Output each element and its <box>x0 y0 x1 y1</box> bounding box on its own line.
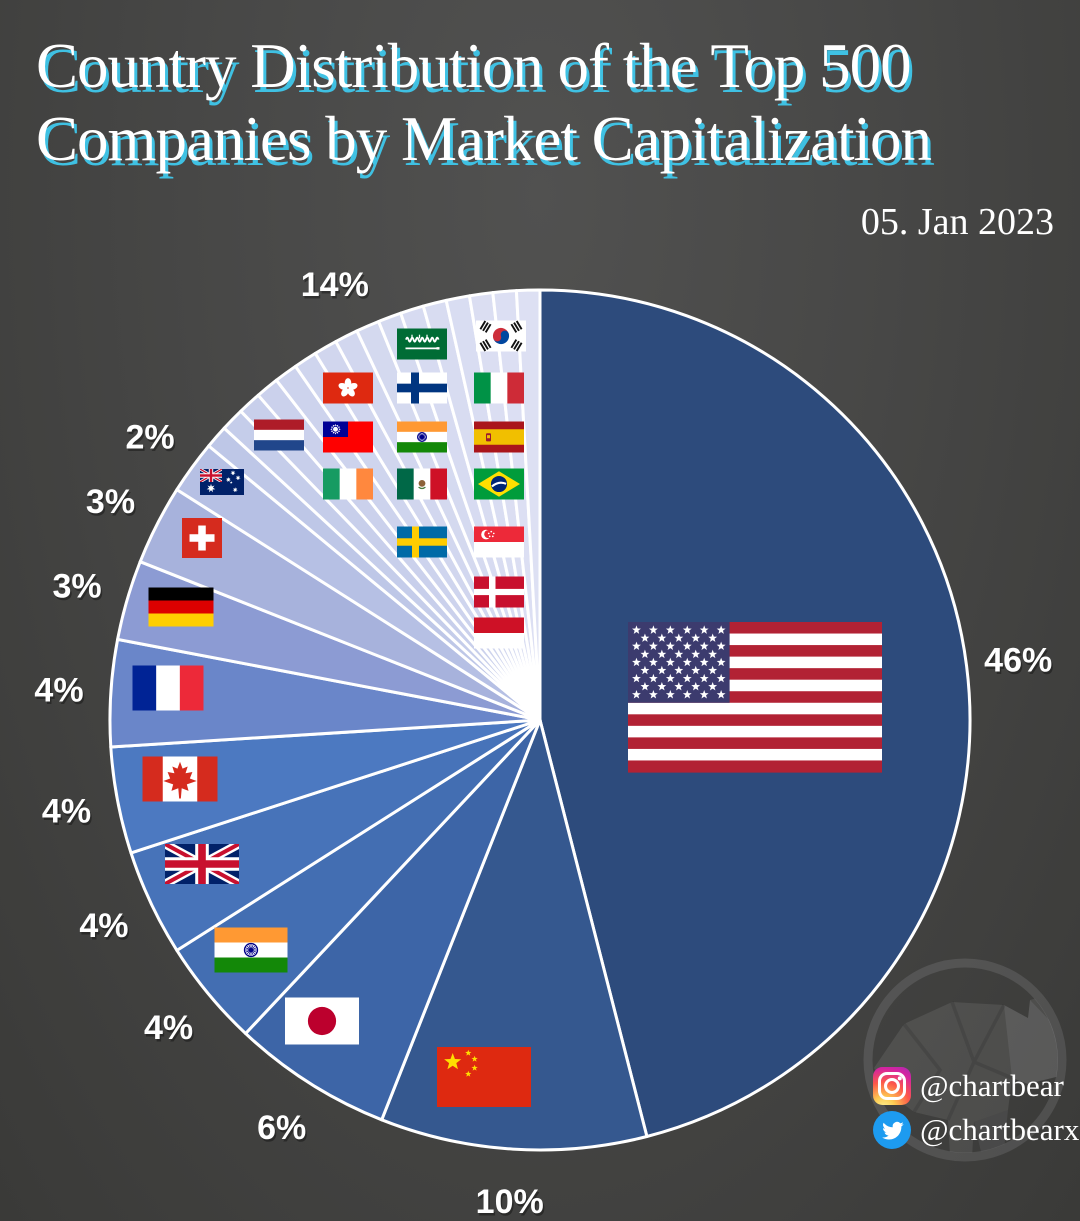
flag-fr-france <box>132 665 204 711</box>
flag-br-brazil <box>474 468 524 500</box>
slice-label-united-states: 46% <box>984 642 1052 680</box>
slice-label-india: 4% <box>144 1009 193 1047</box>
slice-label-canada-shadow: 4% <box>43 795 92 833</box>
instagram-icon <box>873 1067 911 1105</box>
flag-gb-united-kingdom <box>165 844 239 884</box>
flag-it-italy <box>474 372 524 404</box>
flag-ca-canada <box>142 756 218 802</box>
title-line-2: Companies by Market Capitalization <box>36 104 932 175</box>
chart-title: Country Distribution of the Top 500 Comp… <box>36 30 932 176</box>
instagram-handle: @chartbear <box>920 1068 1064 1103</box>
slice-label-united-states-shadow: 46% <box>986 644 1054 682</box>
pie-slice-china <box>380 718 649 1152</box>
flag-ie-ireland <box>323 468 373 500</box>
slice-label-germany-shadow: 3% <box>54 570 103 608</box>
slice-label-japan-shadow: 6% <box>259 1112 308 1150</box>
flag-sa-saudi-arabia <box>397 328 447 360</box>
flag-mx-mexico <box>397 468 447 500</box>
flag-de-germany <box>148 587 214 627</box>
twitter-handle: @chartbearx <box>920 1112 1080 1147</box>
slice-label-china: 10% <box>476 1183 544 1221</box>
flag-id-indonesia <box>474 617 524 649</box>
flag-nl-netherlands <box>254 419 304 451</box>
flag-in-india <box>214 927 288 973</box>
flag-hk-hong-kong <box>323 372 373 404</box>
flag-us-united-states <box>628 622 882 773</box>
slice-label-china-shadow: 10% <box>477 1186 545 1221</box>
flag-se-sweden <box>397 526 447 558</box>
flag-tw-taiwan <box>323 421 373 453</box>
slice-label-japan: 6% <box>257 1109 306 1147</box>
title-line-1: Country Distribution of the Top 500 <box>36 31 912 101</box>
flag-au-australia <box>200 469 244 495</box>
slice-label-france-shadow: 4% <box>36 674 85 712</box>
slice-label-united-kingdom: 4% <box>79 907 128 945</box>
flag-kr-south-korea <box>476 320 526 352</box>
flag-ch-switzerland <box>182 518 222 558</box>
flag-dk-denmark <box>474 576 524 608</box>
slice-label-others: 14% <box>301 266 369 304</box>
flag-jp-japan <box>285 997 359 1045</box>
flag-es-spain <box>474 421 524 453</box>
twitter-row: @chartbearx <box>873 1110 1079 1150</box>
slice-label-others-shadow: 14% <box>302 268 370 306</box>
flag-in-india <box>397 421 447 453</box>
slice-label-france: 4% <box>34 672 83 710</box>
slice-label-united-kingdom-shadow: 4% <box>81 910 130 948</box>
flag-fi-finland <box>397 372 447 404</box>
slice-label-canada: 4% <box>42 792 91 830</box>
instagram-row: @chartbear <box>873 1066 1064 1106</box>
slice-label-australia: 2% <box>126 419 175 457</box>
slice-label-australia-shadow: 2% <box>127 421 176 459</box>
twitter-icon <box>873 1111 911 1149</box>
flag-sg-singapore <box>474 526 524 558</box>
slice-label-germany: 3% <box>53 568 102 606</box>
date-label: 05. Jan 2023 <box>860 201 1054 243</box>
flag-cn-china <box>437 1047 531 1107</box>
bear-logo <box>863 958 1067 1162</box>
slice-label-india-shadow: 4% <box>146 1012 195 1050</box>
slice-label-switzerland: 3% <box>86 483 135 521</box>
slice-label-switzerland-shadow: 3% <box>87 486 136 524</box>
